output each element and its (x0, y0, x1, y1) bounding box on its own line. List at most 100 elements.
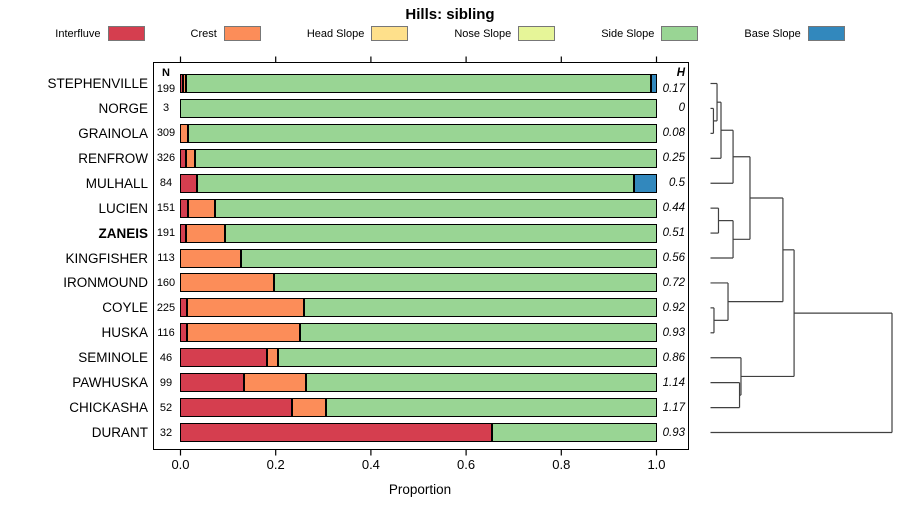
bar-segment-interfluve (180, 173, 198, 193)
bar-lucien (180, 198, 657, 218)
bar-segment-crest (267, 348, 278, 368)
chart-title: Hills: sibling (405, 6, 495, 23)
n-value-lucien: 151 (156, 202, 176, 215)
bar-segment-crest (180, 248, 242, 268)
x-tick-label-0.8: 0.8 (552, 457, 571, 472)
n-value-chickasha: 52 (159, 401, 173, 414)
bar-stephenville (180, 74, 657, 93)
n-value-coyle: 225 (156, 301, 176, 314)
h-value-renfrow: 0.25 (662, 152, 685, 165)
h-value-chickasha: 1.17 (662, 401, 685, 414)
h-value-kingfisher: 0.56 (662, 252, 685, 264)
n-value-renfrow: 326 (156, 152, 176, 165)
bar-grainola (180, 123, 657, 143)
bar-segment-interfluve (180, 423, 493, 443)
legend-swatch-interfluve (107, 26, 145, 41)
legend-label: Side Slope (601, 27, 655, 40)
bar-segment-interfluve (180, 223, 186, 243)
h-value-norge: 0 (678, 102, 685, 115)
bar-mulhall (180, 173, 657, 193)
n-value-norge: 3 (162, 102, 170, 115)
row-label-zaneis: ZANEIS (98, 225, 148, 241)
n-value-zaneis: 191 (156, 227, 176, 240)
bar-coyle (180, 298, 657, 318)
bar-segment-crest (244, 373, 306, 393)
bar-segment-side-slope (187, 123, 657, 143)
legend-item-side-slope: Side Slope (601, 26, 699, 41)
bar-segment-side-slope (274, 273, 657, 293)
x-tick-label-1.0: 1.0 (647, 457, 666, 472)
bar-segment-side-slope (197, 173, 635, 193)
bar-segment-side-slope (195, 148, 657, 168)
bar-segment-interfluve (180, 323, 187, 343)
row-label-mulhall: MULHALL (85, 175, 148, 191)
n-value-durant: 32 (159, 426, 173, 439)
bar-renfrow (180, 148, 657, 168)
row-label-renfrow: RENFROW (78, 150, 148, 166)
bar-segment-side-slope (492, 423, 657, 443)
legend-label: Nose Slope (454, 27, 512, 40)
legend-label: Head Slope (306, 27, 365, 40)
h-value-huska: 0.93 (662, 326, 685, 339)
h-value-durant: 0.93 (662, 426, 685, 439)
bar-segment-side-slope (300, 323, 657, 343)
bar-segment-interfluve (180, 74, 183, 93)
h-value-mulhall: 0.5 (669, 177, 685, 190)
h-value-pawhuska: 1.14 (662, 376, 685, 389)
bar-segment-side-slope (326, 398, 657, 418)
h-value-seminole: 0.86 (662, 351, 685, 364)
plot-border-box (153, 62, 689, 450)
legend-swatch-crest (223, 26, 261, 41)
bar-segment-side-slope (214, 198, 657, 218)
bar-segment-side-slope (185, 74, 652, 93)
bar-norge (180, 98, 657, 118)
bar-segment-interfluve (180, 298, 188, 318)
bar-zaneis (180, 223, 657, 243)
bar-segment-crest (187, 298, 304, 318)
legend-item-nose-slope: Nose Slope (454, 26, 556, 41)
bar-segment-crest (185, 223, 225, 243)
row-label-norge: NORGE (98, 100, 148, 116)
h-column-header: H (676, 67, 685, 79)
bar-huska (180, 323, 657, 343)
n-value-pawhuska: 99 (159, 376, 173, 389)
bar-segment-crest (292, 398, 327, 418)
legend-swatch-base-slope (807, 26, 845, 41)
h-value-stephenville: 0.17 (662, 82, 685, 95)
x-tick-label-0.4: 0.4 (361, 457, 380, 472)
row-label-chickasha: CHICKASHA (69, 400, 148, 416)
n-value-seminole: 46 (159, 351, 173, 364)
row-label-durant: DURANT (91, 425, 148, 441)
row-label-seminole: SEMINOLE (78, 350, 148, 366)
bar-segment-side-slope (241, 248, 657, 268)
bar-segment-side-slope (277, 348, 657, 368)
legend-swatch-side-slope (661, 26, 699, 41)
legend-swatch-head-slope (371, 26, 409, 41)
h-value-zaneis: 0.51 (662, 227, 685, 240)
bar-pawhuska (180, 373, 657, 393)
row-label-grainola: GRAINOLA (78, 125, 148, 141)
bar-segment-base-slope (651, 74, 657, 93)
bar-segment-crest (187, 198, 215, 218)
row-label-lucien: LUCIEN (98, 200, 148, 216)
bar-chickasha (180, 398, 657, 418)
bar-segment-interfluve (180, 398, 293, 418)
bar-durant (180, 423, 657, 443)
legend-item-interfluve: Interfluve (55, 26, 145, 41)
bar-segment-crest (186, 148, 196, 168)
bar-segment-side-slope (224, 223, 657, 243)
bar-segment-interfluve (180, 198, 188, 218)
n-value-mulhall: 84 (159, 177, 173, 190)
legend-swatch-nose-slope (518, 26, 556, 41)
x-tick-label-0.6: 0.6 (457, 457, 476, 472)
x-tick-label-0.2: 0.2 (266, 457, 285, 472)
bar-segment-crest (180, 123, 188, 143)
row-label-huska: HUSKA (101, 325, 148, 341)
x-axis-label: Proportion (388, 482, 452, 497)
n-value-huska: 116 (157, 326, 175, 339)
legend: Interfluve Crest Head Slope Nose Slope S… (0, 26, 900, 41)
h-value-lucien: 0.44 (662, 202, 685, 215)
legend-label: Base Slope (744, 27, 801, 40)
legend-label: Interfluve (55, 27, 101, 40)
